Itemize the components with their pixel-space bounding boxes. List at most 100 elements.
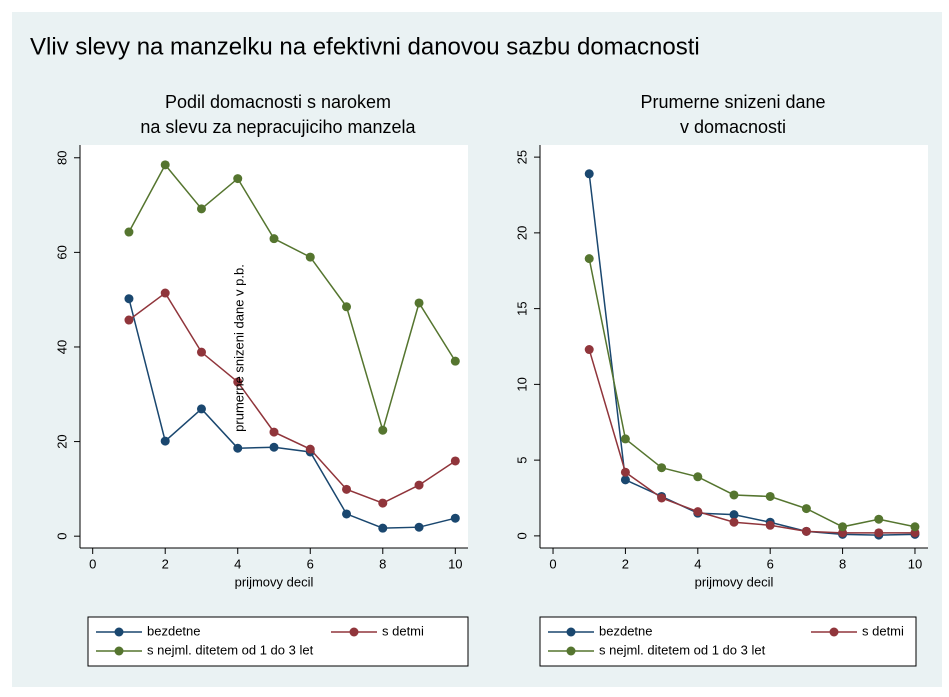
plot-area — [540, 145, 928, 548]
x-tick-label: 0 — [549, 556, 556, 571]
series-line — [588, 258, 916, 528]
marker — [305, 252, 315, 262]
marker — [269, 427, 279, 437]
panel-title: na slevu za nepracujiciho manzela — [140, 117, 416, 137]
marker — [414, 522, 424, 532]
legend-label: s detmi — [382, 623, 424, 638]
x-tick-label: 2 — [622, 556, 629, 571]
marker — [765, 491, 775, 501]
marker — [584, 254, 594, 264]
marker — [196, 204, 206, 214]
panel-title: Prumerne snizeni dane — [640, 92, 825, 112]
x-tick-label: 10 — [908, 556, 922, 571]
chart-title: Vliv slevy na manzelku na efektivni dano… — [30, 33, 700, 60]
y-tick-label: 20 — [54, 434, 69, 448]
marker — [342, 509, 352, 519]
y-tick-label: 60 — [54, 245, 69, 259]
legend-label: s nejml. ditetem od 1 do 3 let — [147, 642, 314, 657]
marker — [414, 480, 424, 490]
legend-marker — [114, 646, 124, 656]
x-tick-label: 4 — [694, 556, 701, 571]
y-tick-label: 5 — [514, 457, 529, 464]
marker — [584, 169, 594, 179]
legend-marker — [349, 627, 359, 637]
x-axis-label: prijmovy decil — [235, 574, 314, 589]
marker — [910, 522, 920, 532]
y-tick-label: 80 — [54, 151, 69, 165]
marker — [874, 528, 884, 538]
series-line — [128, 291, 456, 504]
x-tick-label: 4 — [234, 556, 241, 571]
legend-label: s detmi — [862, 623, 904, 638]
y-tick-label: 0 — [54, 533, 69, 540]
marker — [584, 345, 594, 355]
marker — [160, 160, 170, 170]
plot-area — [80, 145, 468, 548]
marker — [305, 444, 315, 454]
x-tick-label: 8 — [379, 556, 386, 571]
marker — [657, 493, 667, 503]
y-tick-label: 0 — [514, 532, 529, 539]
marker — [693, 472, 703, 482]
x-axis-label: prijmovy decil — [695, 574, 774, 589]
legend — [87, 616, 469, 667]
marker — [414, 298, 424, 308]
marker — [342, 302, 352, 312]
marker — [233, 377, 243, 387]
marker — [729, 510, 739, 520]
marker — [342, 484, 352, 494]
marker — [378, 523, 388, 533]
panel-title: Podil domacnosti s narokem — [165, 92, 391, 112]
x-tick-label: 6 — [767, 556, 774, 571]
legend-marker — [566, 646, 576, 656]
marker — [801, 504, 811, 514]
y-tick-label: 15 — [514, 301, 529, 315]
marker — [124, 227, 134, 237]
y-tick-label: 20 — [514, 226, 529, 240]
x-tick-label: 6 — [307, 556, 314, 571]
legend-label: s nejml. ditetem od 1 do 3 let — [599, 642, 766, 657]
marker — [620, 467, 630, 477]
series-line — [128, 298, 456, 529]
legend-marker — [829, 627, 839, 637]
legend-label: bezdetne — [599, 623, 653, 638]
marker — [450, 356, 460, 366]
marker — [124, 315, 134, 325]
marker — [765, 520, 775, 530]
series-line — [588, 349, 915, 534]
marker — [729, 517, 739, 527]
marker — [269, 442, 279, 452]
marker — [450, 513, 460, 523]
legend-marker — [566, 627, 576, 637]
marker — [450, 456, 460, 466]
marker — [874, 514, 884, 524]
panel-title: v domacnosti — [680, 117, 786, 137]
marker — [269, 234, 279, 244]
marker — [838, 522, 848, 532]
series-line — [128, 163, 456, 433]
marker — [620, 434, 630, 444]
marker — [124, 294, 134, 304]
legend — [539, 616, 917, 667]
marker — [233, 174, 243, 184]
y-tick-label: 25 — [514, 150, 529, 164]
x-tick-label: 0 — [89, 556, 96, 571]
marker — [620, 475, 630, 485]
marker — [160, 288, 170, 298]
marker — [160, 436, 170, 446]
x-tick-label: 8 — [839, 556, 846, 571]
x-tick-label: 2 — [162, 556, 169, 571]
marker — [233, 443, 243, 453]
marker — [657, 463, 667, 473]
series-line — [588, 173, 915, 536]
y-tick-label: 40 — [54, 340, 69, 354]
marker — [378, 498, 388, 508]
marker — [729, 490, 739, 500]
y-tick-label: 10 — [514, 377, 529, 391]
legend-marker — [114, 627, 124, 637]
y-axis-label: prumerne snizeni dane v p.b. — [231, 264, 246, 432]
x-tick-label: 10 — [448, 556, 462, 571]
legend-label: bezdetne — [147, 623, 201, 638]
marker — [378, 425, 388, 435]
